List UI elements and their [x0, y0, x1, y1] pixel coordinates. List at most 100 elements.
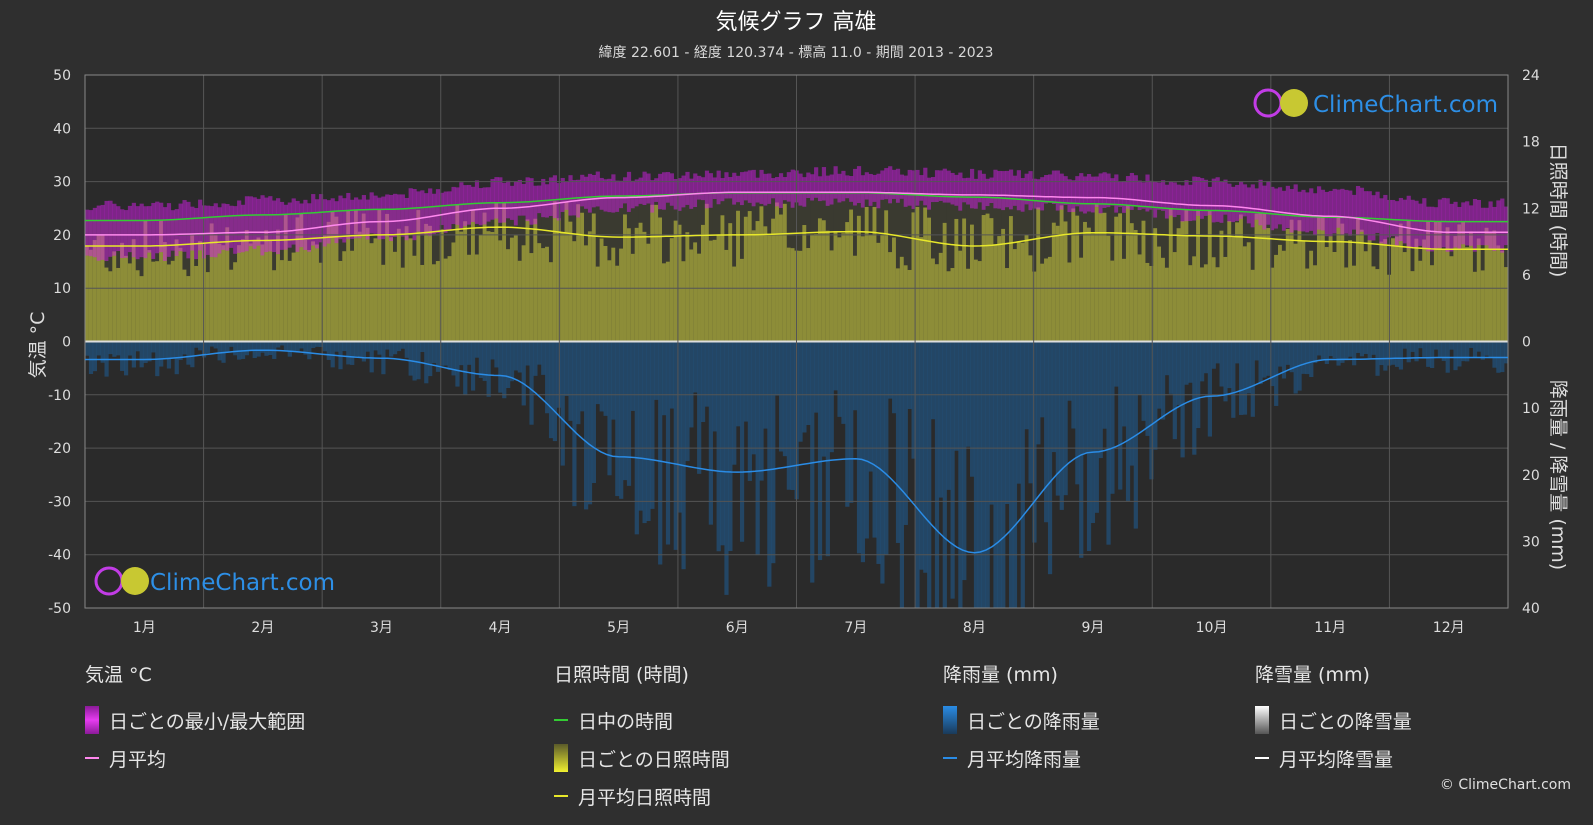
temp-range-bar — [661, 172, 667, 210]
rain-bar — [1449, 341, 1454, 350]
rain-bar — [365, 341, 370, 352]
rain-bar — [225, 341, 230, 353]
rain-bar — [626, 341, 632, 486]
rain-bar — [1246, 341, 1251, 394]
sunshine-bar — [665, 261, 671, 342]
sunshine-bar — [365, 227, 370, 342]
sunshine-bar — [1480, 270, 1485, 342]
sunshine-bar — [303, 239, 308, 342]
rain-bar — [1492, 341, 1497, 368]
sunshine-bar — [685, 232, 690, 342]
sunshine-bar — [1422, 239, 1427, 342]
rain-bar — [642, 341, 647, 524]
temp-range-bar — [334, 201, 339, 244]
rain-bar — [849, 341, 854, 503]
grid-lines — [84, 74, 1509, 609]
sunshine-bar — [1001, 228, 1006, 342]
temp-range-bar — [1285, 185, 1290, 229]
sunshine-bar — [654, 204, 659, 342]
temp-range-bar — [576, 179, 581, 218]
sunshine-bar — [591, 213, 597, 342]
temp-range-bar — [1215, 177, 1220, 222]
temp-range-bar — [295, 200, 300, 252]
temp-range-bar — [1231, 186, 1236, 223]
rain-bar — [704, 341, 710, 407]
sunshine-bar — [1453, 236, 1458, 342]
temp-range-bar — [587, 173, 593, 213]
rain-bar — [276, 341, 281, 348]
rain-bar — [966, 341, 971, 447]
sunshine-bar — [669, 238, 674, 342]
rain-bar — [607, 341, 612, 476]
rain-bar — [529, 341, 534, 425]
rain-bar — [767, 341, 772, 587]
y-right-top-tick: 18 — [1522, 135, 1540, 151]
temp-range-bar — [237, 200, 242, 253]
snow-bar-swatch — [1255, 706, 1269, 734]
temp-range-bar — [174, 209, 179, 256]
rain-bar — [1242, 341, 1248, 415]
y-left-label: 気温 °C — [27, 312, 49, 379]
rain-bar — [350, 341, 355, 365]
temp-range-bar — [767, 173, 772, 204]
rain-bar — [1114, 341, 1119, 387]
temp-range-bar — [350, 199, 355, 239]
temp-range-bar — [1277, 187, 1283, 225]
temp-range-bar — [973, 178, 979, 209]
temp-range-bar — [182, 200, 187, 252]
temp-range-bar — [1172, 182, 1177, 218]
sunshine-bar — [1309, 250, 1314, 342]
rain-bar — [712, 341, 717, 432]
rain-bar — [1238, 341, 1244, 415]
rain-bar — [1406, 341, 1411, 363]
rain-bar — [96, 341, 101, 356]
temp-range-bar — [1363, 191, 1368, 236]
sunshine-bar — [599, 238, 604, 342]
legend-sunshine-title: 日照時間 (時間) — [554, 664, 689, 686]
rain-bar — [638, 341, 643, 511]
temp-range-bar — [96, 205, 101, 261]
temp-range-bar — [209, 206, 214, 258]
temp-range-bar — [892, 169, 897, 199]
legend-sunshine: 日照時間 (時間) 日中の時間 日ごとの日照時間 月平均日照時間 — [554, 660, 730, 815]
sunshine-bar — [1258, 212, 1263, 342]
sunshine-bar — [389, 237, 394, 342]
x-tick: 9月 — [1081, 620, 1104, 636]
temp-range-bar — [1410, 199, 1415, 248]
temp-range-bar — [264, 197, 269, 253]
sunshine-bar — [1227, 221, 1232, 342]
rain-bar — [545, 341, 550, 414]
rain-bar — [915, 341, 920, 608]
temp-range-bar — [287, 202, 292, 248]
temp-range-bar — [623, 177, 628, 204]
sunshine-bar — [541, 248, 546, 342]
sunshine-bar — [1114, 216, 1119, 342]
sunshine-bar — [825, 230, 830, 342]
sunshine-bar — [1047, 256, 1053, 342]
rain-bar — [537, 341, 542, 365]
rain-bar — [1359, 341, 1365, 357]
rain-bar — [1157, 341, 1162, 409]
temp-range-bar — [880, 170, 885, 200]
sunshine-bar — [400, 267, 405, 342]
sunshine-bar — [728, 223, 733, 342]
temp-range-bar — [747, 170, 752, 203]
temp-range-bar — [763, 173, 768, 206]
legend-snow-title: 降雪量 (mm) — [1255, 664, 1370, 686]
temp-range-bar — [1391, 199, 1396, 237]
y-right-top-tick: 24 — [1522, 68, 1540, 84]
temp-range-bar — [541, 178, 546, 218]
sunshine-bar — [1289, 219, 1294, 342]
sunshine-bar — [1262, 213, 1267, 342]
sunshine-bar — [603, 245, 608, 342]
rain-bar — [1083, 341, 1088, 454]
temp-range-bar — [338, 195, 343, 240]
rain-bar — [490, 341, 495, 360]
temp-range-bar — [1316, 186, 1322, 230]
sunshine-bar — [611, 247, 616, 342]
sunshine-bar — [1149, 265, 1154, 342]
temp-range-bar — [1235, 184, 1240, 221]
rain-bar — [217, 341, 222, 361]
sunshine-bar — [1340, 223, 1345, 342]
temp-range-bar — [552, 175, 558, 219]
